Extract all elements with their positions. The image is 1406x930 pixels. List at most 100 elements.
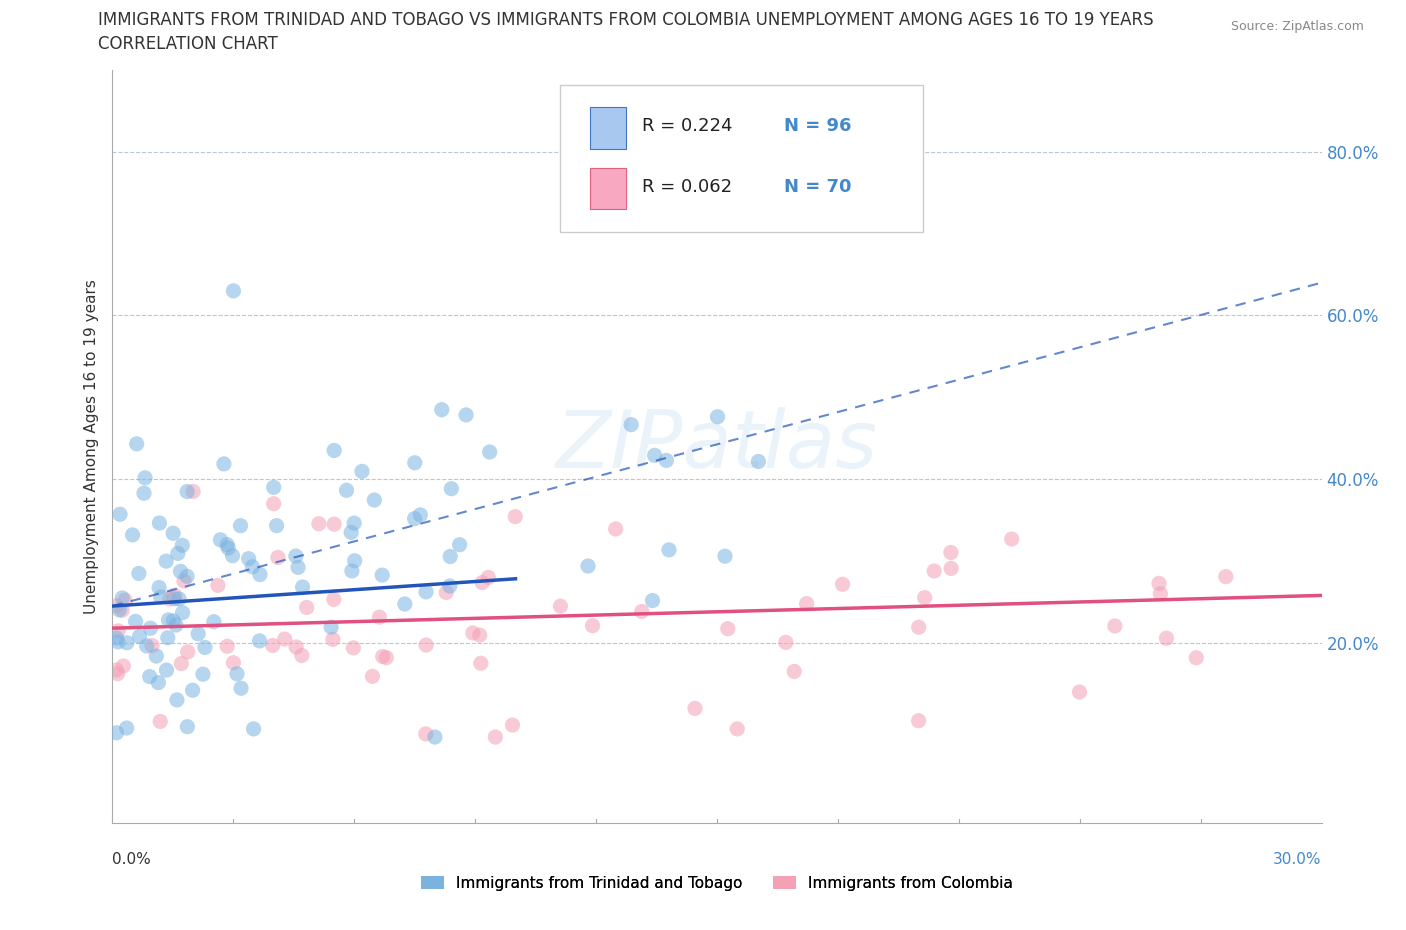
Point xyxy=(796,596,818,611)
Point xyxy=(215,538,238,552)
Point xyxy=(240,559,263,574)
Point xyxy=(163,591,186,606)
Point xyxy=(308,516,330,531)
Point xyxy=(449,538,471,552)
Point xyxy=(217,639,239,654)
Point xyxy=(477,570,499,585)
Point xyxy=(454,407,477,422)
Point xyxy=(229,518,252,533)
Point xyxy=(148,515,170,530)
Point xyxy=(173,574,195,589)
Point xyxy=(167,591,190,606)
Text: N = 70: N = 70 xyxy=(783,178,851,195)
Point xyxy=(471,575,494,590)
Text: 30.0%: 30.0% xyxy=(1274,852,1322,867)
Point xyxy=(266,518,288,533)
Point xyxy=(181,484,204,498)
Point xyxy=(115,721,138,736)
Point xyxy=(176,485,198,499)
Point xyxy=(335,483,357,498)
Point xyxy=(207,578,229,592)
Point xyxy=(111,591,134,605)
Point xyxy=(725,722,748,737)
Point xyxy=(141,638,163,653)
Point xyxy=(581,618,603,633)
Point xyxy=(156,631,179,645)
Text: 0.0%: 0.0% xyxy=(112,852,152,867)
Point xyxy=(176,569,198,584)
Point xyxy=(105,725,128,740)
Text: ZIPatlas: ZIPatlas xyxy=(555,407,879,485)
Point xyxy=(181,683,204,698)
Point xyxy=(217,540,239,555)
Point xyxy=(172,538,194,552)
Point xyxy=(148,675,170,690)
Point xyxy=(112,658,135,673)
FancyBboxPatch shape xyxy=(560,85,922,232)
Point xyxy=(1215,569,1237,584)
Point xyxy=(125,436,148,451)
Text: R = 0.062: R = 0.062 xyxy=(643,178,733,195)
Point xyxy=(323,443,346,458)
Point xyxy=(107,634,129,649)
Point xyxy=(108,603,131,618)
Point xyxy=(323,517,346,532)
FancyBboxPatch shape xyxy=(591,108,627,149)
Point xyxy=(155,553,177,568)
Text: N = 96: N = 96 xyxy=(783,117,851,135)
Point xyxy=(371,567,394,582)
Point xyxy=(322,632,344,647)
Point xyxy=(145,648,167,663)
Point xyxy=(162,614,184,629)
Point xyxy=(714,549,737,564)
Point xyxy=(342,641,364,656)
Point xyxy=(630,604,652,618)
Y-axis label: Unemployment Among Ages 16 to 19 years: Unemployment Among Ages 16 to 19 years xyxy=(83,279,98,614)
Point xyxy=(655,453,678,468)
Point xyxy=(177,644,200,659)
Point xyxy=(107,623,129,638)
Point xyxy=(132,485,155,500)
Point xyxy=(238,551,260,566)
Point xyxy=(423,730,446,745)
Point xyxy=(361,669,384,684)
Point xyxy=(430,403,453,418)
Point xyxy=(1149,586,1171,601)
Point xyxy=(170,657,193,671)
Point xyxy=(121,527,143,542)
Point xyxy=(394,596,416,611)
Point xyxy=(907,713,929,728)
Point xyxy=(105,631,128,645)
Point xyxy=(484,730,506,745)
Point xyxy=(134,471,156,485)
Point xyxy=(163,588,186,603)
Point xyxy=(262,638,284,653)
Point xyxy=(172,605,194,620)
Point xyxy=(124,614,146,629)
Point xyxy=(263,497,285,512)
Point xyxy=(1147,576,1170,591)
Point xyxy=(1001,532,1024,547)
Point xyxy=(295,600,318,615)
Point xyxy=(291,648,314,663)
Legend: Immigrants from Trinidad and Tobago, Immigrants from Colombia: Immigrants from Trinidad and Tobago, Imm… xyxy=(420,876,1014,891)
Point xyxy=(907,619,929,634)
Point xyxy=(363,493,385,508)
Point xyxy=(343,516,366,531)
Point xyxy=(274,631,297,646)
Point xyxy=(644,448,666,463)
Point xyxy=(321,619,343,634)
Point xyxy=(149,714,172,729)
Point xyxy=(194,640,217,655)
Point xyxy=(226,667,249,682)
Point xyxy=(202,615,225,630)
Point xyxy=(187,626,209,641)
Point xyxy=(368,610,391,625)
Point xyxy=(375,650,398,665)
Point xyxy=(747,454,769,469)
Point xyxy=(176,719,198,734)
Point xyxy=(415,584,437,599)
Point xyxy=(209,532,232,547)
Point xyxy=(478,445,501,459)
Point xyxy=(641,593,664,608)
